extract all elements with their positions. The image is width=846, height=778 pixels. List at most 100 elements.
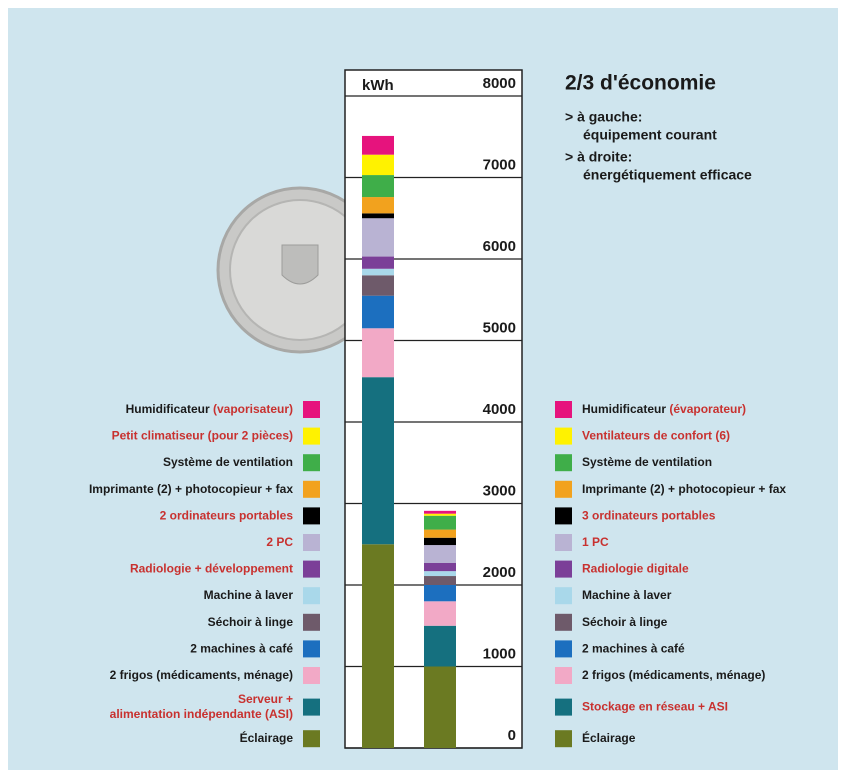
legend-text: 2 frigos (médicaments, ménage): [110, 668, 293, 682]
legend-label: Système de ventilation: [163, 455, 293, 469]
y-tick-label: 0: [508, 727, 516, 744]
legend-swatch: [303, 534, 320, 551]
legend-swatch: [555, 699, 572, 716]
bar-segment: [362, 275, 394, 295]
bar-segment: [424, 516, 456, 530]
note: > à gauche:: [565, 109, 642, 125]
legend-text: alimentation indépendante (ASI): [110, 707, 293, 721]
legend-text: Système de ventilation: [163, 455, 293, 469]
note: > à droite:: [565, 149, 632, 165]
bar-segment: [362, 218, 394, 256]
legend-swatch: [303, 481, 320, 498]
legend-label: 2 frigos (médicaments, ménage): [582, 668, 765, 682]
y-tick-label: 8000: [483, 75, 516, 92]
y-axis-label: kWh: [362, 77, 394, 94]
legend-swatch: [303, 401, 320, 418]
y-tick-label: 4000: [483, 401, 516, 418]
legend-swatch: [303, 587, 320, 604]
legend-swatch: [555, 428, 572, 445]
legend-swatch: [303, 454, 320, 471]
chart-title: 2/3 d'économie: [565, 72, 716, 95]
bar-segment: [362, 197, 394, 213]
legend-swatch: [303, 507, 320, 524]
legend-label: Éclairage: [240, 730, 294, 745]
legend-text: Humidificateur: [582, 402, 669, 416]
legend-swatch: [555, 401, 572, 418]
legend-text: Serveur +: [238, 692, 293, 706]
legend-swatch: [303, 699, 320, 716]
note: énergétiquement efficace: [583, 167, 752, 183]
legend-label: Stockage en réseau + ASI: [582, 700, 728, 714]
legend-swatch: [555, 481, 572, 498]
legend-text: 2 frigos (médicaments, ménage): [582, 668, 765, 682]
legend-label: Serveur +: [238, 692, 293, 706]
legend-swatch: [303, 428, 320, 445]
legend-text: Humidificateur: [126, 402, 213, 416]
legend-label: Machine à laver: [204, 588, 294, 602]
legend-text: 2 machines à café: [190, 642, 293, 656]
legend-text: 2 PC: [266, 535, 293, 549]
y-tick-label: 5000: [483, 319, 516, 336]
bar-segment: [424, 667, 456, 749]
legend-text: Ventilateurs de confort (6): [582, 429, 730, 443]
legend-label: Machine à laver: [582, 588, 672, 602]
y-tick-label: 6000: [483, 238, 516, 255]
legend-label: 2 ordinateurs portables: [160, 509, 294, 523]
note: équipement courant: [583, 127, 717, 143]
legend-swatch: [555, 730, 572, 747]
legend-text: Éclairage: [582, 730, 636, 745]
legend-text: Imprimante (2) + photocopieur + fax: [89, 482, 293, 496]
legend-text: Séchoir à linge: [582, 615, 668, 629]
legend-swatch: [303, 730, 320, 747]
legend-text: Système de ventilation: [582, 455, 712, 469]
legend-swatch: [555, 587, 572, 604]
legend-label: Séchoir à linge: [208, 615, 294, 629]
legend-label: 2 PC: [266, 535, 293, 549]
legend-label: Séchoir à linge: [582, 615, 668, 629]
legend-swatch: [555, 667, 572, 684]
legend-text: Petit climatiseur (pour 2 pièces): [112, 429, 293, 443]
legend-text: Radiologie digitale: [582, 562, 689, 576]
legend-label: 2 machines à café: [582, 642, 685, 656]
bar-segment: [362, 544, 394, 748]
legend-swatch: [555, 614, 572, 631]
legend-swatch: [555, 454, 572, 471]
legend-text: Stockage en réseau + ASI: [582, 700, 728, 714]
bar-segment: [362, 328, 394, 377]
y-tick-label: 1000: [483, 645, 516, 662]
legend-swatch: [555, 534, 572, 551]
legend-label: 2 machines à café: [190, 642, 293, 656]
legend-swatch: [555, 507, 572, 524]
legend-label: Éclairage: [582, 730, 636, 745]
legend-text: Éclairage: [240, 730, 294, 745]
legend-label: 1 PC: [582, 535, 609, 549]
bar-segment: [424, 538, 456, 545]
bar-segment: [424, 511, 456, 514]
y-tick-label: 2000: [483, 564, 516, 581]
bar-segment: [424, 514, 456, 516]
bar-segment: [424, 530, 456, 538]
legend-label: Radiologie + développement: [130, 562, 293, 576]
bar-segment: [424, 563, 456, 571]
legend-text: 1 PC: [582, 535, 609, 549]
legend-label: Radiologie digitale: [582, 562, 689, 576]
legend-label: Système de ventilation: [582, 455, 712, 469]
bar-segment: [362, 377, 394, 544]
legend-text: 3 ordinateurs portables: [582, 509, 716, 523]
legend-label: Humidificateur (évaporateur): [582, 402, 746, 416]
legend-swatch: [303, 640, 320, 657]
legend-text: Imprimante (2) + photocopieur + fax: [582, 482, 786, 496]
legend-label: 3 ordinateurs portables: [582, 509, 716, 523]
bar-segment: [362, 175, 394, 197]
legend-swatch: [303, 667, 320, 684]
bar-segment: [362, 269, 394, 276]
bar-segment: [362, 136, 394, 155]
legend-text: (évaporateur): [669, 402, 746, 416]
legend-text: Machine à laver: [582, 588, 672, 602]
y-tick-label: 3000: [483, 482, 516, 499]
bar-segment: [362, 257, 394, 269]
bar-segment: [424, 576, 456, 585]
legend-swatch: [555, 640, 572, 657]
bar-segment: [424, 626, 456, 667]
legend-label: alimentation indépendante (ASI): [110, 707, 293, 721]
